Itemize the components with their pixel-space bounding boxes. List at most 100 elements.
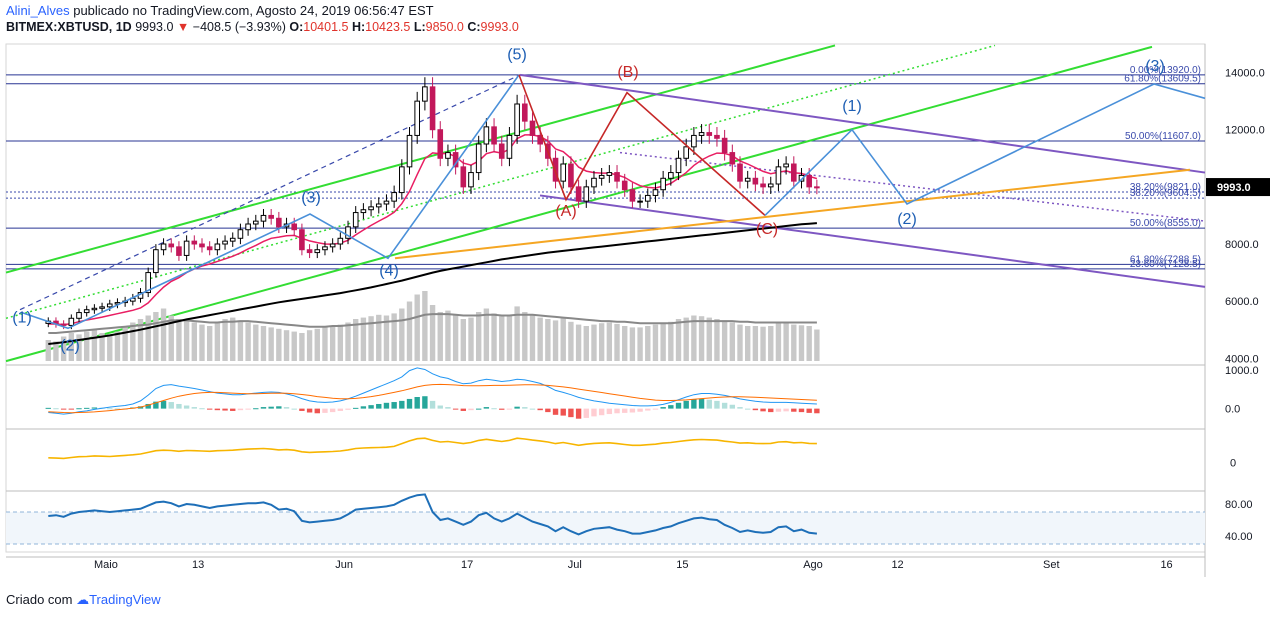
macd-histogram-bar <box>714 400 720 409</box>
macd-histogram-bar <box>491 408 497 410</box>
candle-body <box>183 240 190 256</box>
macd-histogram-bar <box>568 408 574 418</box>
macd-histogram-bar <box>637 408 643 412</box>
volume-bar <box>760 326 766 361</box>
macd-histogram-bar <box>168 402 174 409</box>
candle-body <box>314 249 321 254</box>
volume-bar <box>652 324 659 361</box>
macd-histogram-bar <box>176 403 182 409</box>
candle-body <box>760 183 766 188</box>
wave-label: (1) <box>12 310 32 327</box>
candle-body <box>345 226 351 239</box>
macd-histogram-bar <box>107 408 113 410</box>
volume-bar <box>798 325 805 361</box>
candle-body <box>668 172 674 179</box>
green-channel-upper <box>5 44 836 274</box>
macd-histogram-bar <box>560 408 566 416</box>
candle-body <box>560 163 567 182</box>
tradingview-brand[interactable]: TradingView <box>89 592 161 607</box>
volume-bar <box>237 320 244 361</box>
candle-body <box>814 186 820 189</box>
macd-histogram-bar <box>668 405 674 409</box>
candle-body <box>591 177 597 188</box>
volume-bar <box>53 341 59 361</box>
volume-bar <box>191 322 197 361</box>
candle-body <box>491 126 497 145</box>
macd-histogram-bar <box>245 408 251 410</box>
volume-bar <box>376 314 382 361</box>
macd-histogram-bar <box>276 406 282 409</box>
volume-bar <box>529 315 536 361</box>
volume-bar <box>291 331 297 361</box>
volume-bar <box>668 321 674 361</box>
candle-body <box>153 249 159 274</box>
volume-bar <box>137 319 144 361</box>
created-with-text: Criado com <box>6 592 73 607</box>
volume-bar <box>314 328 320 361</box>
volume-bar <box>345 322 351 361</box>
oscillator-line <box>48 437 817 460</box>
wave-label: (C) <box>756 221 778 238</box>
green-channel-mid <box>5 44 996 320</box>
candle-body <box>391 192 397 202</box>
volume-bar <box>437 312 443 361</box>
volume-bar <box>283 330 290 361</box>
volume-bar <box>468 317 474 361</box>
wave-label: (4) <box>379 262 399 279</box>
fib-level-label: 61.80%(7288.5) <box>1130 254 1201 265</box>
volume-bar <box>791 324 797 361</box>
candle-body <box>322 246 328 251</box>
volume-bar <box>591 324 597 361</box>
candle-body <box>660 177 666 191</box>
macd-histogram-bar <box>522 407 528 409</box>
macd-histogram-bar <box>114 408 121 410</box>
volume-bar <box>145 315 151 361</box>
candle-body <box>299 229 305 251</box>
volume-bar <box>629 327 636 361</box>
volume-bar <box>76 334 82 361</box>
macd-histogram-bar <box>76 408 82 410</box>
candle-body <box>406 134 413 168</box>
volume-bar <box>814 329 820 361</box>
macd-histogram-bar <box>60 408 67 410</box>
volume-bar <box>399 308 405 361</box>
macd-histogram-bar <box>721 402 728 409</box>
wave-label: (A) <box>555 203 576 220</box>
candle-body <box>714 134 720 139</box>
time-tick-label: Ago <box>803 559 823 571</box>
candle-body <box>252 220 259 225</box>
candle-body <box>268 214 274 219</box>
candle-body <box>614 172 620 182</box>
candle-body <box>429 86 436 131</box>
candle-body <box>529 120 536 136</box>
volume-bar <box>168 315 174 361</box>
candle-body <box>76 312 82 319</box>
candle-body <box>437 129 444 159</box>
macd-histogram-bar <box>514 406 520 409</box>
macd-histogram-bar <box>53 408 59 410</box>
price-tick-label: 14000.0 <box>1225 68 1265 80</box>
open-value: 10401.5 <box>303 20 349 34</box>
price-tick-label: 4000.0 <box>1225 353 1259 365</box>
low-value: 9850.0 <box>425 20 464 34</box>
fib-level-label: 38.20%(9604.5) <box>1130 188 1201 199</box>
volume-bar <box>253 324 259 361</box>
volume-bar <box>391 313 397 361</box>
candle-body <box>422 86 428 102</box>
candle-body <box>521 103 528 122</box>
volume-bar <box>322 327 328 361</box>
volume-bar <box>183 320 190 361</box>
elliott-correction-path <box>518 74 766 216</box>
rsi-line <box>48 493 818 536</box>
volume-bar <box>714 319 720 361</box>
macd-histogram-bar <box>529 408 536 410</box>
candle-body <box>360 209 367 214</box>
high-label: H: <box>351 20 366 34</box>
last-price-tag <box>1206 178 1270 197</box>
macd-histogram-bar <box>545 408 551 413</box>
open-label: O: <box>289 20 304 34</box>
author-link[interactable]: Alini_Alves <box>6 3 70 18</box>
price-tick-label: 8000.0 <box>1225 239 1259 251</box>
